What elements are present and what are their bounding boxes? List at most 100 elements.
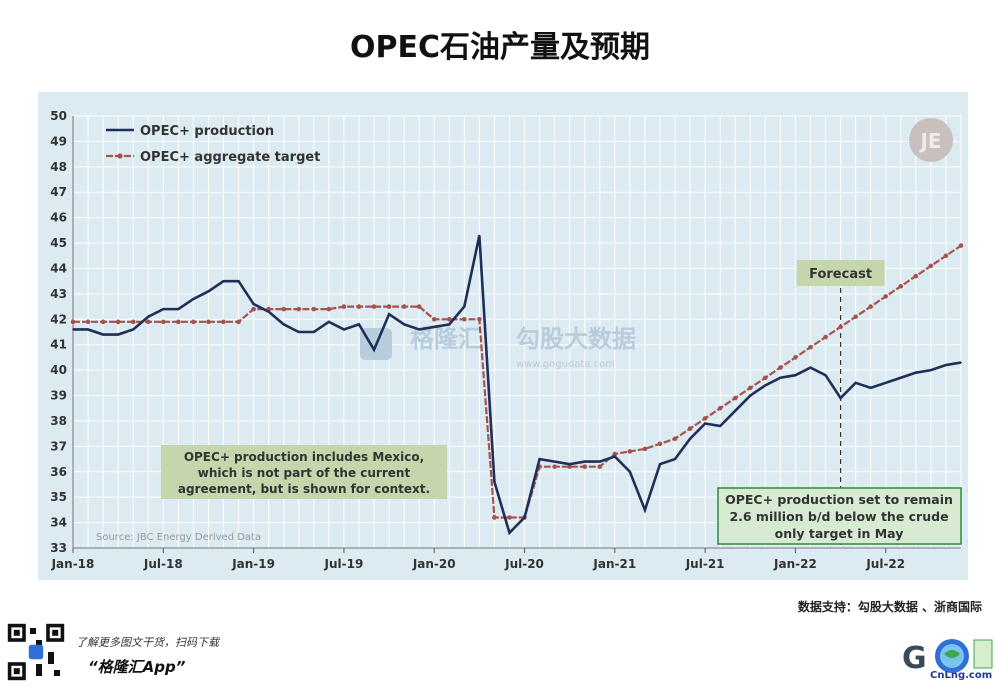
production-point xyxy=(87,328,89,331)
target-point xyxy=(793,355,798,360)
production-point xyxy=(689,437,691,440)
target-point xyxy=(401,304,407,309)
production-point xyxy=(629,470,631,473)
production-point xyxy=(192,298,195,300)
production-point xyxy=(930,369,932,371)
production-point xyxy=(764,384,767,387)
y-tick-label: 44 xyxy=(50,261,67,275)
target-point xyxy=(853,314,858,320)
target-point xyxy=(868,304,873,309)
target-point xyxy=(416,304,422,309)
target-point xyxy=(507,515,512,520)
production-point xyxy=(403,323,405,326)
target-point xyxy=(672,436,678,442)
source-note: Source: JBC Energy Derived Data xyxy=(96,532,261,543)
production-point xyxy=(433,326,436,328)
y-tick-label: 49 xyxy=(50,134,67,148)
target-point xyxy=(161,319,166,325)
target-point xyxy=(311,306,317,312)
annotation-text-mexico: agreement, but is shown for context. xyxy=(178,482,430,496)
production-point xyxy=(252,303,255,305)
y-tick-label: 33 xyxy=(50,541,67,555)
target-point xyxy=(943,253,949,259)
page-title: OPEC石油产量及预期 xyxy=(350,30,650,65)
annotation-text-forecast: OPEC+ production set to remain xyxy=(725,492,953,507)
y-tick-label: 45 xyxy=(50,236,67,250)
target-point xyxy=(913,273,919,279)
target-point xyxy=(251,306,256,312)
production-point xyxy=(358,323,360,326)
production-point xyxy=(809,366,812,369)
target-point xyxy=(612,451,618,457)
watermark-text: 勾股大数据 xyxy=(516,325,636,353)
production-point xyxy=(132,328,135,331)
production-point xyxy=(72,328,74,331)
target-point xyxy=(717,405,723,411)
y-tick-label: 36 xyxy=(50,465,67,479)
target-point xyxy=(85,319,91,325)
production-point xyxy=(704,422,706,425)
production-point xyxy=(493,481,496,483)
y-tick-label: 41 xyxy=(50,338,67,352)
target-point xyxy=(221,319,226,325)
target-point xyxy=(958,243,964,248)
target-point xyxy=(657,441,663,447)
production-point xyxy=(388,313,390,316)
target-point xyxy=(477,316,482,322)
target-point xyxy=(130,319,136,325)
target-point xyxy=(100,319,106,325)
target-point xyxy=(176,319,181,325)
production-point xyxy=(884,382,887,384)
target-point xyxy=(838,324,843,330)
x-tick-label: Jul-19 xyxy=(324,557,364,571)
target-point xyxy=(552,464,557,469)
y-tick-label: 42 xyxy=(50,312,67,326)
production-point xyxy=(749,394,752,397)
qr-code-icon[interactable] xyxy=(6,622,66,682)
y-tick-label: 48 xyxy=(50,160,67,174)
promo-text: 了解更多图文干货，扫码下载 xyxy=(76,636,219,649)
production-point xyxy=(102,333,104,336)
chart-panel: 33 34 35 36 37 38 39 40 41 42 43 44 45 46 47 48 49 50 Jan-… xyxy=(38,92,968,580)
production-point xyxy=(328,321,330,323)
production-point xyxy=(313,331,315,333)
production-point xyxy=(583,460,586,463)
target-point xyxy=(446,316,452,322)
target-point xyxy=(582,464,588,469)
production-point xyxy=(915,371,917,374)
target-point xyxy=(191,319,196,325)
target-point xyxy=(296,306,302,312)
target-point xyxy=(206,319,211,325)
production-point xyxy=(960,361,962,364)
opec-production-chart: 33 34 35 36 37 38 39 40 41 42 43 44 45 46 47 48 49 50 Jan-… xyxy=(50,109,964,571)
target-point xyxy=(115,319,121,325)
target-point xyxy=(236,319,241,325)
production-point xyxy=(448,323,451,326)
production-point xyxy=(598,460,601,463)
production-point xyxy=(553,460,556,463)
production-point xyxy=(644,509,646,511)
jbc-logo-letters: JE xyxy=(918,129,941,153)
legend-label-target: OPEC+ aggregate target xyxy=(140,150,320,165)
target-point xyxy=(567,464,572,469)
target-point xyxy=(747,385,753,391)
target-point xyxy=(597,464,603,469)
brand-text: CnLng.com xyxy=(930,670,993,681)
production-point xyxy=(794,374,797,377)
forecast-label-box xyxy=(796,260,885,286)
production-point xyxy=(508,531,511,534)
target-point xyxy=(145,319,151,325)
annotation-box-forecast xyxy=(717,487,962,545)
x-tick-label: Jan-21 xyxy=(592,557,636,571)
production-point xyxy=(478,234,481,237)
target-point xyxy=(778,365,783,370)
annotation-text-mexico: which is not part of the current xyxy=(198,466,411,480)
target-point xyxy=(883,294,889,299)
legend-label-production: OPEC+ production xyxy=(140,124,274,139)
svg-text:G: G xyxy=(902,641,927,676)
production-point xyxy=(207,290,210,293)
production-point xyxy=(463,305,466,308)
target-point xyxy=(326,306,332,312)
y-tick-label: 34 xyxy=(50,516,67,530)
production-point xyxy=(177,308,180,310)
